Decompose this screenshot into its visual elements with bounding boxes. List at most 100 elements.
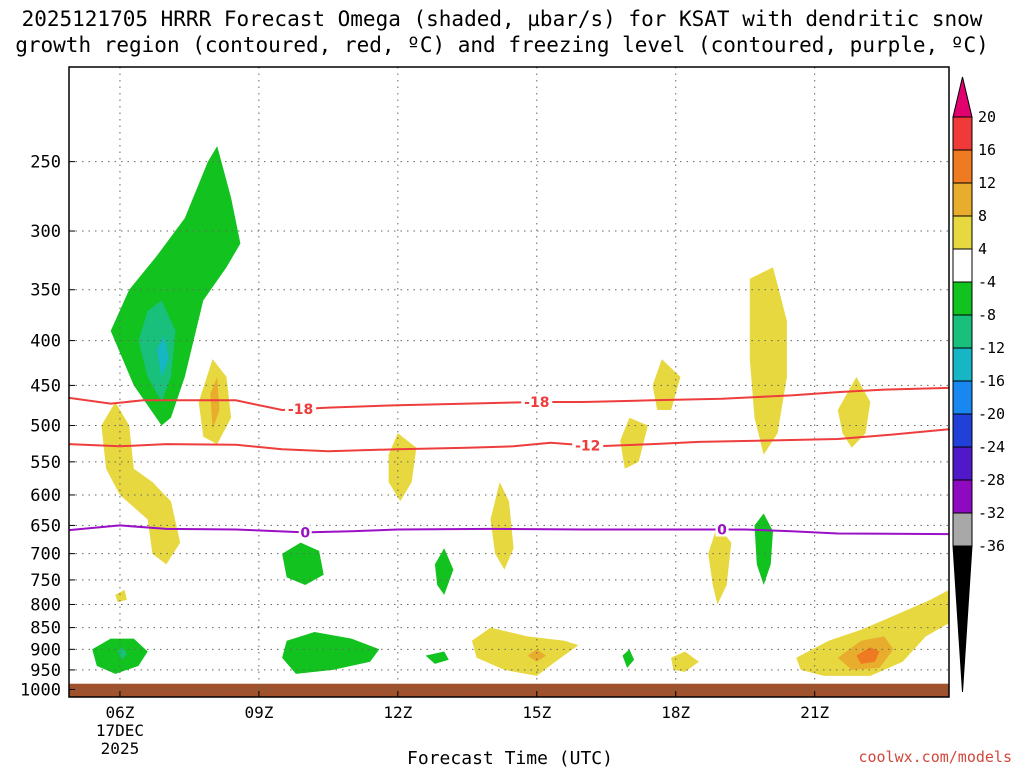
- chart-title-line-1: 2025121705 HRRR Forecast Omega (shaded, …: [21, 7, 983, 31]
- omega-region-subsidence-d: [490, 482, 514, 570]
- colorbar-swatch-7: [952, 314, 973, 349]
- contour-label-1-0: -12: [575, 439, 600, 455]
- y-tick-label-250: 250: [30, 153, 61, 173]
- x-tick-label-09Z: 09Z: [244, 703, 273, 722]
- y-tick-label-650: 650: [30, 516, 61, 536]
- y-tick-label-450: 450: [30, 376, 61, 396]
- colorbar-label-5: -4: [978, 273, 996, 291]
- colorbar-label-2: 12: [978, 174, 996, 192]
- y-tick-label-300: 300: [30, 222, 61, 242]
- y-tick-label-850: 850: [30, 619, 61, 639]
- omega-region-lowlevel-ascent-4: [622, 649, 635, 668]
- plot-frame: [68, 66, 950, 698]
- y-tick-label-350: 350: [30, 281, 61, 301]
- y-tick-label-800: 800: [30, 595, 61, 615]
- omega-region-subsidence-e: [620, 417, 648, 469]
- contour-lines: -18 -18 -12 0 0: [69, 386, 949, 541]
- contour-label-bg: [521, 394, 553, 409]
- y-tick-label-700: 700: [30, 545, 61, 565]
- x-tick-sublabel: 2025: [101, 739, 140, 758]
- omega-region-midlevel-ascent-3: [754, 513, 773, 585]
- y-tick-label-950: 950: [30, 661, 61, 681]
- colorbar-label-10: -24: [978, 438, 1005, 456]
- credit-link[interactable]: coolwx.com/models: [858, 748, 1012, 766]
- omega-region-lowlevel-subsidence-1-inner: [527, 649, 547, 662]
- chart-title-line-2: growth region (contoured, red, ºC) and f…: [15, 33, 989, 57]
- omega-region-lowlevel-subsidence-2: [671, 651, 699, 672]
- omega-region-subsidence-f: [652, 359, 681, 410]
- colorbar: 20 16 12 8 4 -4 -8 -12 -16 -20 -24 -28 -32 -36: [952, 76, 1005, 693]
- contour-label-2-0: 0: [300, 525, 310, 541]
- omega-region-midlevel-ascent-1: [282, 542, 324, 585]
- colorbar-label-3: 8: [978, 207, 987, 225]
- colorbar-label-9: -20: [978, 405, 1005, 423]
- y-tick-label-500: 500: [30, 417, 61, 437]
- colorbar-label-8: -16: [978, 372, 1005, 390]
- contour-line-1: [69, 428, 949, 453]
- x-tick-label-15Z: 15Z: [522, 703, 551, 722]
- plot-area: [69, 146, 949, 697]
- x-tick-label-06Z: 06Z: [105, 703, 134, 722]
- colorbar-swatch-11: [952, 446, 973, 481]
- omega-region-lowlevel-subsidence-3-core: [856, 647, 880, 664]
- x-tick-sublabel: 17DEC: [96, 721, 144, 740]
- colorbar-swatch-13: [952, 512, 973, 547]
- contour-label-2-1: 0: [717, 523, 727, 539]
- omega-region-lowlevel-ascent-1: [92, 638, 148, 674]
- y-tick-label-750: 750: [30, 571, 61, 591]
- y-tick-label-900: 900: [30, 640, 61, 660]
- colorbar-swatch-1: [952, 116, 973, 151]
- y-tick-label-600: 600: [30, 486, 61, 506]
- chart-title: 2025121705 HRRR Forecast Omega (shaded, …: [0, 6, 1004, 58]
- colorbar-swatch-12: [952, 479, 973, 514]
- x-axis-label: Forecast Time (UTC): [407, 748, 613, 768]
- omega-region-subsidence-j: [115, 589, 127, 603]
- contour-line-0: [69, 386, 949, 412]
- terrain-mask: [69, 683, 949, 697]
- colorbar-swatch-10: [952, 413, 973, 448]
- colorbar-swatch-2: [952, 149, 973, 184]
- contour-label-bg: [285, 402, 317, 417]
- colorbar-swatch-3: [952, 182, 973, 217]
- colorbar-bottom-triangle: [952, 545, 973, 693]
- y-axis: 2503003504004505005506006507007508008509…: [20, 153, 75, 700]
- colorbar-label-6: -8: [978, 306, 996, 324]
- omega-region-lowlevel-ascent-1-inner: [117, 647, 127, 660]
- omega-region-upper-ascent-inner: [138, 300, 176, 402]
- contour-label-bg: [298, 525, 312, 540]
- colorbar-label-1: 16: [978, 141, 996, 159]
- omega-region-subsidence-a: [101, 402, 181, 565]
- colorbar-swatch-6: [952, 281, 973, 316]
- contour-line-2: [69, 524, 949, 536]
- contour-label-bg: [572, 438, 604, 453]
- colorbar-swatch-9: [952, 380, 973, 415]
- omega-region-lowlevel-subsidence-1: [471, 627, 579, 676]
- omega-region-subsidence-i: [708, 525, 732, 605]
- omega-region-upper-ascent-innermost: [157, 335, 169, 377]
- omega-region-lowlevel-ascent-2: [282, 632, 380, 674]
- colorbar-label-7: -12: [978, 339, 1005, 357]
- omega-region-lowlevel-subsidence-3: [796, 589, 949, 676]
- colorbar-label-11: -28: [978, 471, 1005, 489]
- colorbar-swatch-4: [952, 215, 973, 250]
- x-tick-label-21Z: 21Z: [800, 703, 829, 722]
- omega-region-midlevel-ascent-2: [434, 548, 454, 595]
- y-tick-label-550: 550: [30, 453, 61, 473]
- omega-region-subsidence-b-inner: [210, 376, 220, 430]
- x-tick-label-12Z: 12Z: [383, 703, 412, 722]
- colorbar-top-triangle: [952, 76, 973, 118]
- omega-region-subsidence-c: [388, 433, 417, 502]
- y-tick-label-400: 400: [30, 332, 61, 352]
- colorbar-swatch-8: [952, 347, 973, 382]
- colorbar-label-13: -36: [978, 537, 1005, 555]
- contour-label-0-1: -18: [524, 395, 549, 411]
- gridlines: [69, 67, 949, 697]
- colorbar-label-0: 20: [978, 108, 996, 126]
- colorbar-label-12: -32: [978, 504, 1005, 522]
- colorbar-swatch-5: [952, 248, 973, 283]
- y-tick-label-1000: 1000: [20, 680, 61, 700]
- omega-region-subsidence-h: [837, 376, 871, 448]
- contour-label-bg: [715, 522, 729, 537]
